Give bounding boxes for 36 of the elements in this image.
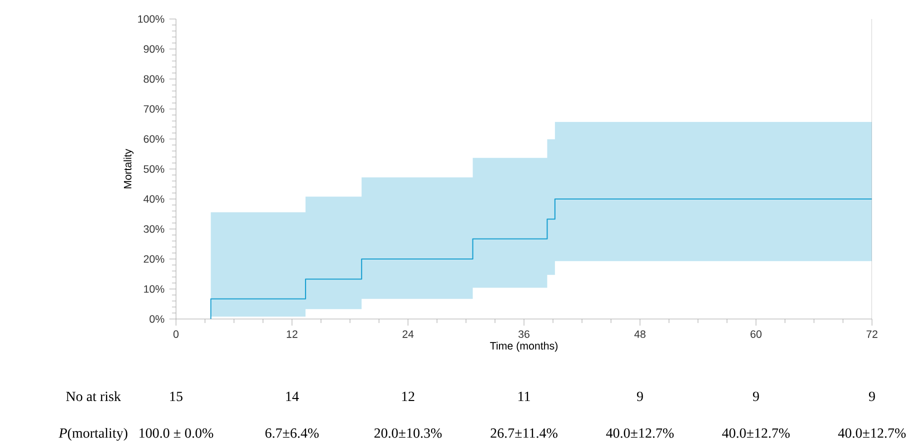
y-tick-label: 10% bbox=[144, 285, 164, 293]
text: 14 bbox=[286, 392, 299, 401]
y-tick-label: 100% bbox=[138, 15, 164, 23]
y-tick-label: 90% bbox=[144, 45, 164, 53]
x-tick-label: 0 bbox=[173, 330, 179, 338]
text: 100.0 ± 0.0% bbox=[140, 428, 214, 438]
x-axis-title: Time (months) bbox=[490, 342, 558, 352]
text: 11 bbox=[518, 392, 530, 401]
text: No at risk bbox=[66, 391, 121, 402]
y-tick-label: 30% bbox=[144, 225, 164, 233]
y-tick-label: 0% bbox=[150, 315, 164, 323]
text: 40.0±12.7% bbox=[722, 428, 790, 438]
x-tick-label: 60 bbox=[750, 330, 762, 338]
text: 40.0±12.7% bbox=[606, 428, 674, 438]
x-tick-label: 72 bbox=[866, 330, 878, 338]
text: 26.7±11.4% bbox=[490, 428, 558, 438]
y-tick-label: 70% bbox=[144, 105, 164, 113]
y-tick-label: 40% bbox=[144, 195, 164, 203]
y-tick-label: 20% bbox=[144, 255, 164, 263]
x-tick-label: 36 bbox=[518, 330, 530, 338]
text: 40.0±12.7% bbox=[838, 428, 906, 438]
text: 9 bbox=[636, 392, 643, 402]
text: 9 bbox=[868, 392, 875, 402]
x-tick-label: 12 bbox=[286, 330, 298, 338]
x-tick-label: 24 bbox=[402, 330, 414, 338]
text: 12 bbox=[402, 392, 414, 401]
text: 20.0±10.3% bbox=[374, 428, 442, 438]
x-tick-label: 48 bbox=[634, 330, 646, 338]
text: 9 bbox=[752, 392, 759, 402]
text: P(mortality) bbox=[58, 428, 128, 441]
text: 15 bbox=[170, 392, 182, 402]
text: 6.7±6.4% bbox=[265, 428, 319, 438]
y-axis-title: Mortality bbox=[124, 148, 134, 188]
y-tick-label: 50% bbox=[144, 165, 164, 173]
y-tick-label: 60% bbox=[144, 135, 164, 143]
y-tick-label: 80% bbox=[144, 75, 164, 83]
